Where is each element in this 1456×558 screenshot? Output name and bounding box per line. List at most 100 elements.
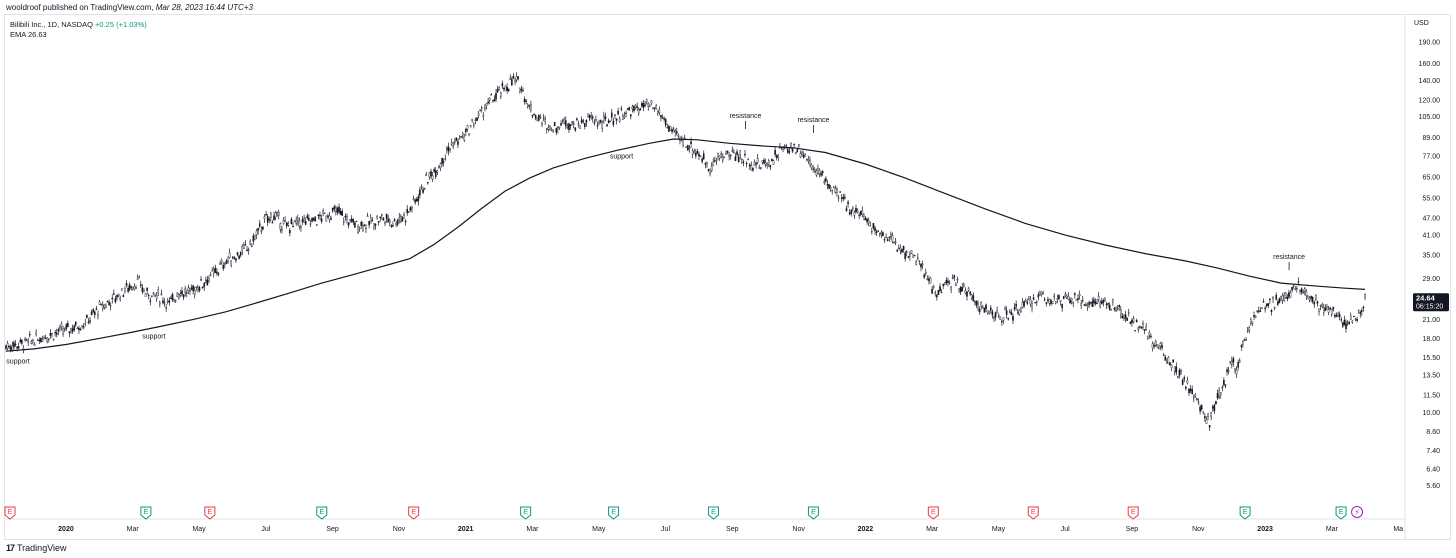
ema-row[interactable]: EMA 26.63 — [10, 30, 147, 40]
candle-body — [1026, 301, 1029, 304]
candle-body — [254, 235, 256, 240]
candle-body — [1251, 321, 1254, 324]
candle-body — [319, 215, 321, 217]
candle-body — [1132, 318, 1135, 322]
candle-body — [894, 241, 897, 243]
candle-body — [707, 169, 710, 171]
earnings-marker-icon[interactable] — [140, 506, 152, 520]
candle-body — [1039, 294, 1041, 296]
candle-body — [536, 117, 539, 121]
candle-body — [358, 227, 361, 230]
candle-body — [1029, 299, 1032, 305]
candle-body — [341, 211, 343, 216]
earnings-marker-icon[interactable] — [927, 506, 939, 520]
candle-body — [1210, 412, 1213, 418]
candle-body — [929, 277, 932, 284]
earnings-marker-label: E — [1131, 509, 1136, 516]
candle-body — [1093, 299, 1095, 303]
candle-body — [1091, 301, 1094, 307]
earnings-marker-icon[interactable] — [204, 506, 216, 520]
candle-body — [471, 118, 474, 122]
candle-body — [1145, 326, 1147, 330]
candle-body — [1085, 304, 1087, 306]
candle-body — [1334, 314, 1336, 317]
earnings-marker-icon[interactable] — [707, 506, 719, 520]
candle-body — [433, 169, 435, 172]
earnings-marker-icon[interactable] — [408, 506, 420, 520]
candle-body — [1303, 288, 1306, 292]
resistance-label[interactable]: resistance — [730, 113, 762, 120]
symbol-row: Bilibili Inc., 1D, NASDAQ +0.25 (+1.03%) — [10, 20, 147, 30]
candle-body — [453, 140, 456, 143]
earnings-marker-icon[interactable] — [1027, 506, 1039, 520]
candle-body — [801, 151, 803, 156]
resistance-label[interactable]: resistance — [1273, 254, 1305, 261]
candle-body — [106, 300, 109, 303]
earnings-marker-icon[interactable] — [4, 506, 16, 520]
candle-body — [385, 213, 388, 219]
lightning-event-icon[interactable] — [1351, 506, 1364, 518]
candle-body — [1162, 354, 1165, 357]
candle-body — [316, 224, 318, 226]
support-label[interactable]: support — [610, 153, 633, 160]
candle-body — [1032, 297, 1035, 300]
candle-body — [539, 116, 542, 118]
candle-body — [1058, 295, 1060, 299]
candle-body — [709, 172, 711, 174]
candle-body — [1120, 309, 1122, 315]
candle-body — [721, 156, 724, 161]
last-price-badge[interactable] — [1413, 293, 1449, 312]
candle-body — [73, 325, 75, 331]
candle-body — [926, 278, 929, 280]
earnings-marker-icon[interactable] — [1127, 506, 1139, 520]
candle-body — [382, 218, 385, 221]
candle-body — [1086, 305, 1089, 307]
support-label[interactable]: support — [6, 358, 29, 365]
candle-body — [81, 325, 83, 327]
candle-body — [311, 218, 313, 222]
candle-body — [48, 338, 50, 340]
candle-body — [1146, 335, 1149, 339]
candle-body — [1056, 298, 1059, 300]
candle-body — [214, 267, 217, 273]
earnings-marker-icon[interactable] — [608, 506, 620, 520]
earnings-marker-label: E — [1031, 509, 1036, 516]
candle-body — [1246, 330, 1249, 332]
candle-body — [338, 206, 340, 213]
candle-body — [951, 277, 954, 280]
candle-body — [1322, 307, 1325, 313]
candle-body — [154, 295, 156, 297]
candle-body — [404, 220, 407, 223]
candle-body — [939, 286, 941, 291]
candle-body — [1305, 291, 1308, 296]
candle-body — [744, 153, 746, 156]
resistance-label[interactable]: resistance — [797, 117, 829, 124]
earnings-marker-icon[interactable] — [520, 506, 532, 520]
symbol-line[interactable]: Bilibili Inc., 1D, NASDAQ — [10, 20, 93, 29]
candle-body — [41, 339, 44, 342]
candle-body — [463, 136, 466, 141]
candle-body — [9, 346, 12, 351]
candle-body — [988, 313, 990, 315]
candle-body — [19, 340, 22, 342]
support-label[interactable]: support — [142, 333, 165, 340]
candle-body — [945, 280, 948, 283]
earnings-marker-icon[interactable] — [807, 506, 819, 520]
candle-body — [553, 121, 556, 127]
candle-body — [1254, 315, 1257, 318]
candle-body — [547, 127, 550, 130]
candle-body — [496, 89, 499, 93]
earnings-marker-icon[interactable] — [1239, 506, 1251, 520]
candle-body — [1216, 393, 1219, 399]
candle-body — [704, 163, 707, 165]
earnings-marker-icon[interactable] — [316, 506, 328, 520]
earnings-marker-icon[interactable] — [1335, 506, 1347, 520]
candle-body — [1134, 330, 1136, 332]
candle-body — [663, 118, 665, 120]
candle-body — [133, 286, 136, 290]
candle-body — [680, 135, 683, 138]
candle-body — [212, 268, 215, 274]
candle-body — [1102, 300, 1105, 303]
candle-body — [905, 251, 908, 253]
